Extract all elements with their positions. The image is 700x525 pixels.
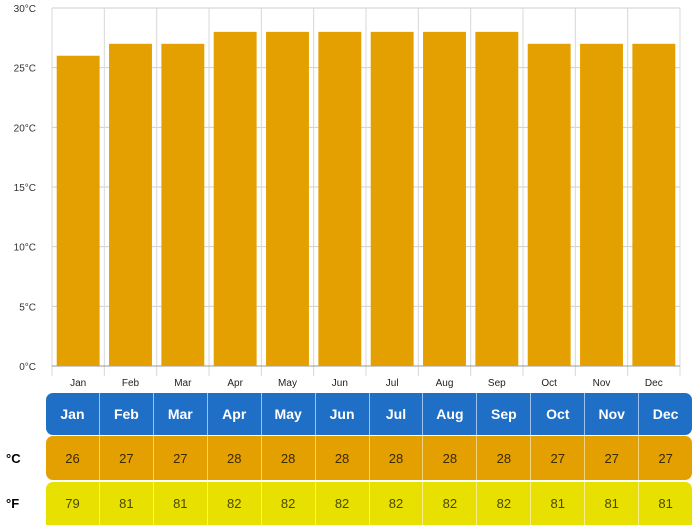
month-cell: Apr [208,393,262,435]
fahrenheit-cell: 82 [423,482,478,525]
celsius-cell: 28 [316,436,370,480]
fahrenheit-row-label: °F [6,496,20,511]
month-cells: Jan Feb Mar Apr May Jun Jul Aug Sep Oct Nov Dec [46,393,692,435]
celsius-cell: 28 [370,436,424,480]
bar-may [266,31,309,366]
celsius-row-label: °C [6,450,21,466]
month-cell: May [262,393,316,435]
month-cell: Nov [585,393,640,435]
x-tick-label: Jul [386,378,399,389]
fahrenheit-row: °F 79 81 81 82 82 82 82 82 82 81 81 81 [0,482,700,525]
month-cell: Dec [652,406,679,422]
bar-mar [161,43,205,367]
bar-feb [109,43,152,367]
y-tick-label: 25°C [14,64,36,75]
bar-dec [632,43,676,367]
fahrenheit-cell: 82 [477,482,532,525]
x-tick-label: Jan [70,378,86,389]
y-tick-label: 5°C [19,302,36,313]
month-cell: Aug [423,393,478,435]
celsius-row: °C 26 27 27 28 28 28 28 28 28 27 27 27 [0,436,700,480]
bars [56,31,676,367]
fahrenheit-cell: 82 [316,482,370,525]
fahrenheit-cell: 82 [370,482,424,525]
temperature-bar-chart: 0°C 5°C 10°C 15°C 20°C 25°C 30°C Jan Feb Mar Apr M… [14,4,681,389]
month-cell: Jul [370,393,424,435]
fahrenheit-cell: 81 [585,482,640,525]
fahrenheit-cell: 81 [531,482,586,525]
bar-sep [475,31,519,366]
x-tick-label: Dec [645,378,663,389]
x-tick-label: Nov [593,378,611,389]
fahrenheit-cell: 79 [46,482,100,525]
month-cell: Jun [316,393,370,435]
x-tick-label: Aug [436,378,454,389]
month-row-head [0,393,46,435]
celsius-cell: 27 [100,436,154,480]
fahrenheit-cells: 79 81 81 82 82 82 82 82 82 81 81 81 [46,482,692,525]
x-axis-labels: Jan Feb Mar Apr May Jun Jul Aug Sep Oct Nov Dec [70,378,663,389]
fahrenheit-cell: 82 [262,482,316,525]
x-tick-label: Apr [227,378,243,389]
month-cell: Jan [46,393,100,435]
fahrenheit-cell: 82 [208,482,262,525]
x-tick-label: Jun [332,378,348,389]
fahrenheit-cell: 81 [154,482,208,525]
bar-jul [370,31,414,366]
x-tick-label: May [278,378,297,389]
y-tick-label: 0°C [19,362,36,373]
bar-oct [527,43,571,367]
fahrenheit-cell: 81 [100,482,154,525]
celsius-cell: 28 [423,436,478,480]
y-tick-label: 10°C [14,243,36,254]
celsius-cell: 28 [477,436,532,480]
celsius-cell: 28 [262,436,316,480]
x-tick-label: Feb [122,378,140,389]
celsius-cell: 27 [658,450,673,466]
x-tick-label: Mar [174,378,192,389]
bar-jun [318,31,362,366]
month-cell: Feb [100,393,154,435]
celsius-cell: 27 [585,436,640,480]
bar-jan [56,55,100,366]
x-tick-label: Oct [541,378,557,389]
celsius-cell: 27 [531,436,586,480]
x-tick-label: Sep [488,378,506,389]
bar-nov [580,43,623,367]
grid-lines [51,7,681,376]
y-tick-label: 20°C [14,123,36,134]
month-cell: Mar [154,393,208,435]
y-axis-ticks: 0°C 5°C 10°C 15°C 20°C 25°C 30°C [14,4,36,373]
celsius-cells: 26 27 27 28 28 28 28 28 28 27 27 27 [46,436,692,480]
month-cell: Sep [477,393,532,435]
bar-apr [213,31,257,366]
month-cell: Oct [531,393,586,435]
bar-aug [423,31,466,366]
y-tick-label: 15°C [14,183,36,194]
fahrenheit-cell: 81 [658,496,673,511]
celsius-cell: 26 [46,436,100,480]
y-tick-label: 30°C [14,4,36,15]
celsius-cell: 28 [208,436,262,480]
month-header-row: Jan Feb Mar Apr May Jun Jul Aug Sep Oct Nov Dec [0,393,700,435]
celsius-cell: 27 [154,436,208,480]
